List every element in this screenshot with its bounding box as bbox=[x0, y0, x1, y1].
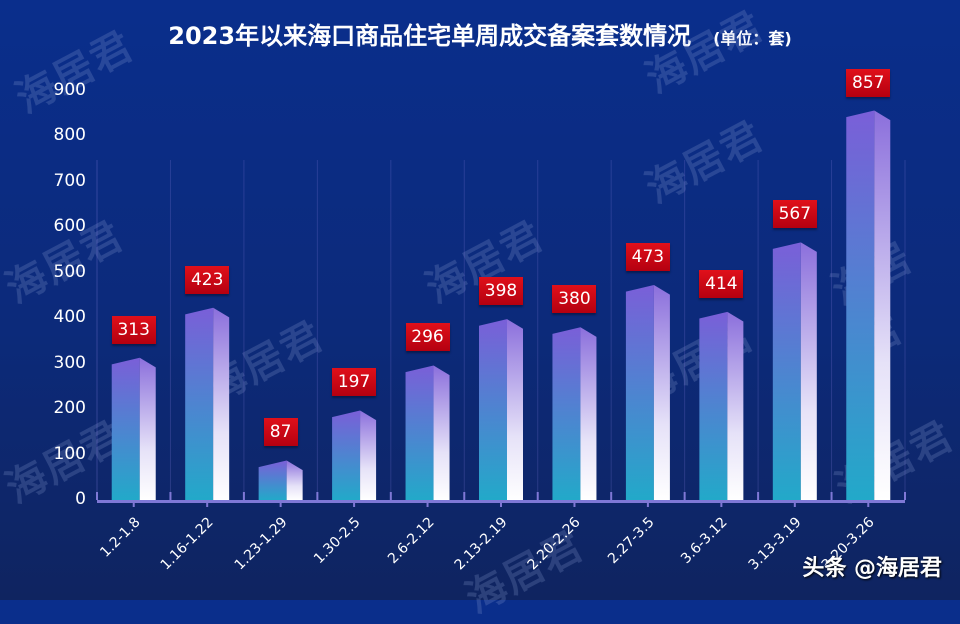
unit-label: (单位：套) bbox=[713, 29, 792, 48]
y-tick-label: 800 bbox=[53, 125, 86, 146]
chart-canvas bbox=[96, 110, 906, 507]
bar-chart: 0 100 200 300 400 500 600 700 800 900 1.2-1.8 1.16… bbox=[53, 68, 906, 509]
value-label: 473 bbox=[625, 243, 670, 272]
bars-group bbox=[111, 110, 891, 501]
value-label: 423 bbox=[185, 265, 230, 294]
y-tick-label: 400 bbox=[53, 307, 86, 328]
value-label: 197 bbox=[332, 368, 377, 397]
y-tick-label: 700 bbox=[53, 170, 86, 191]
bar bbox=[772, 242, 817, 500]
credit-watermark: 头条 @海居君 bbox=[802, 556, 942, 581]
value-label: 857 bbox=[846, 68, 891, 97]
bar bbox=[332, 410, 377, 500]
y-tick-label: 300 bbox=[53, 352, 86, 373]
chart-title: 2023年以来海口商品住宅单周成交备案套数情况 (单位：套) bbox=[0, 16, 960, 51]
y-tick-label: 0 bbox=[75, 489, 86, 509]
bar bbox=[699, 311, 744, 500]
y-tick-label: 500 bbox=[53, 261, 86, 282]
value-label: 567 bbox=[772, 200, 817, 229]
y-tick-label: 200 bbox=[53, 398, 86, 419]
y-tick-label: 600 bbox=[53, 216, 86, 237]
title-text: 2023年以来海口商品住宅单周成交备案套数情况 bbox=[168, 22, 692, 50]
bar bbox=[111, 357, 156, 500]
bar bbox=[625, 285, 670, 500]
y-tick-label: 900 bbox=[53, 80, 86, 100]
x-axis bbox=[96, 492, 906, 507]
value-label: 414 bbox=[699, 269, 744, 298]
value-label: 313 bbox=[111, 315, 156, 344]
value-label: 296 bbox=[405, 323, 450, 352]
bar bbox=[185, 307, 230, 500]
category-dividers bbox=[96, 160, 906, 500]
bar bbox=[258, 460, 303, 500]
value-label: 398 bbox=[479, 277, 523, 306]
value-label: 87 bbox=[263, 418, 298, 447]
bar bbox=[405, 365, 450, 500]
y-tick-label: 100 bbox=[53, 443, 86, 464]
bar bbox=[552, 327, 597, 500]
value-label: 380 bbox=[552, 285, 597, 314]
bar bbox=[479, 319, 523, 500]
bar bbox=[846, 110, 891, 501]
